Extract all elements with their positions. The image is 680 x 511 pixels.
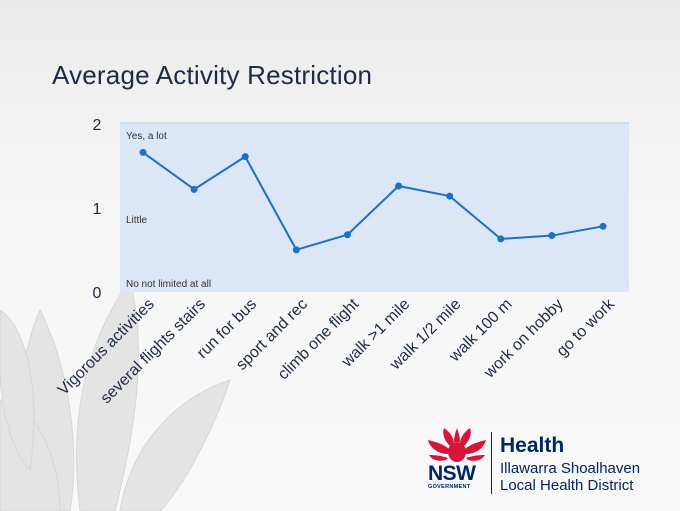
plot-area (120, 123, 629, 292)
logo-health-text: Health (500, 434, 565, 457)
annotation-label: No not limited at all (126, 279, 211, 290)
data-point (446, 192, 454, 200)
data-point (497, 235, 505, 243)
logo-government-text: GOVERNMENT (428, 484, 471, 490)
slide-title: Average Activity Restriction (52, 60, 373, 90)
data-point (395, 182, 403, 190)
data-point (241, 153, 249, 161)
y-tick-label: 0 (93, 285, 102, 302)
data-point (343, 231, 351, 239)
data-point (599, 222, 607, 230)
annotation-label: Little (126, 215, 148, 226)
logo-divider (491, 432, 492, 494)
waratah-watermark (0, 278, 231, 511)
nsw-health-logo: NSW GOVERNMENT Health Illawarra Shoalhav… (422, 426, 662, 496)
y-tick-label: 2 (93, 117, 102, 134)
logo-district-line-1: Illawarra Shoalhaven (500, 460, 641, 477)
x-category-label: Vigorous activities (55, 296, 158, 399)
logo-nsw-text: NSW (428, 462, 476, 485)
data-point (292, 246, 300, 254)
data-point (139, 148, 147, 156)
y-tick-label: 1 (93, 201, 102, 218)
x-category-label: several flights stairs (98, 296, 209, 407)
series-line (142, 151, 604, 251)
annotation-label: Yes, a lot (126, 131, 167, 142)
logo-district-line-2: Local Health District (500, 477, 634, 494)
data-point (190, 185, 198, 193)
waratah-logo-icon (428, 428, 486, 462)
data-point (548, 232, 556, 240)
